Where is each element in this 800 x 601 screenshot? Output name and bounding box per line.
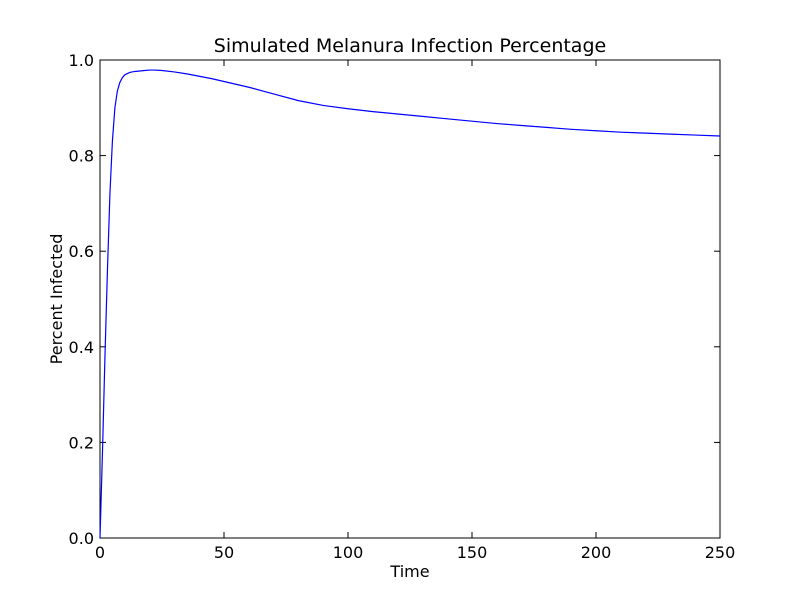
x-axis-ticks: 0 50 100 150 200 250 [95, 60, 735, 562]
y-tick-label: 0.8 [69, 147, 94, 166]
x-tick-label: 250 [705, 543, 736, 562]
x-tick-label: 100 [333, 543, 364, 562]
x-tick-label: 200 [581, 543, 612, 562]
y-tick-label: 0.2 [69, 433, 94, 452]
x-tick-label: 0 [95, 543, 105, 562]
series-line [99, 69, 721, 539]
y-axis-ticks: 0.0 0.2 0.4 0.6 0.8 1.0 [69, 51, 720, 548]
plot-area [99, 59, 721, 539]
y-tick-label: 0.0 [69, 529, 94, 548]
y-tick-label: 1.0 [69, 51, 94, 70]
y-axis-label: Percent Infected [47, 234, 66, 365]
chart-title: Simulated Melanura Infection Percentage [214, 35, 606, 57]
x-axis-label: Time [389, 562, 429, 581]
plot-frame [99, 59, 721, 539]
y-tick-label: 0.6 [69, 242, 94, 261]
x-tick-label: 50 [214, 543, 234, 562]
x-tick-label: 150 [457, 543, 488, 562]
y-tick-label: 0.4 [69, 338, 94, 357]
series-layer [99, 69, 721, 539]
